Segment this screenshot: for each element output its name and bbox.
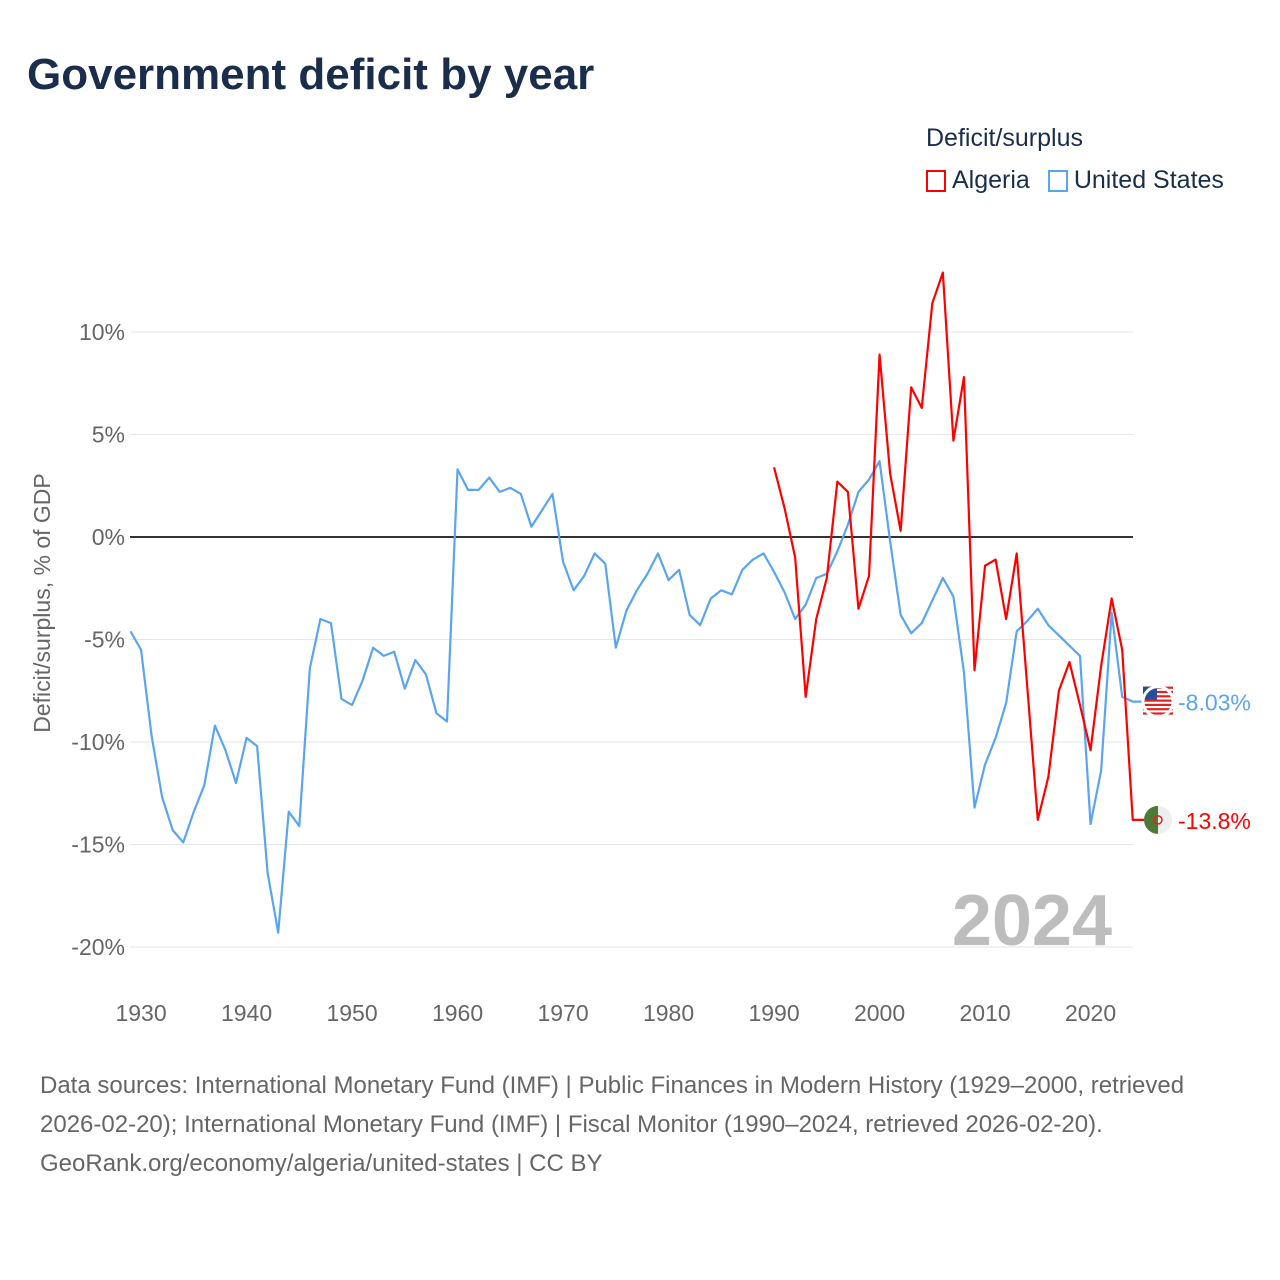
us-flag-icon	[1141, 685, 1175, 719]
page-title: Government deficit by year	[27, 50, 595, 99]
series-line-algeria	[772, 271, 1145, 822]
x-tick-label: 1980	[643, 1000, 694, 1026]
legend: Algeria United States	[926, 166, 1224, 195]
y-tick-label: -10%	[71, 729, 125, 755]
x-tick-label: 1940	[221, 1000, 272, 1026]
flag-stripe	[1143, 708, 1173, 711]
legend-label: United States	[1073, 166, 1224, 194]
x-tick-label: 1970	[537, 1000, 588, 1026]
y-tick-label: 5%	[92, 422, 125, 448]
data-sources: Data sources: International Monetary Fun…	[40, 1072, 1185, 1138]
y-tick-label: 0%	[92, 524, 125, 550]
legend-item-united-states[interactable]: United States	[1047, 166, 1224, 195]
legend-label: Algeria	[952, 166, 1030, 194]
series-line-united-states	[129, 460, 1145, 934]
legend-title: Deficit/surplus	[926, 124, 1083, 152]
end-value-label: -13.8%	[1178, 808, 1251, 834]
y-tick-label: 10%	[79, 319, 125, 345]
x-tick-label: 2010	[959, 1000, 1010, 1026]
x-tick-label: 2000	[854, 1000, 905, 1026]
flag-stripe	[1143, 712, 1173, 715]
legend-swatch	[926, 169, 946, 192]
y-tick-label: -15%	[71, 832, 125, 858]
x-tick-label: 1960	[432, 1000, 483, 1026]
x-tick-label: 1950	[326, 1000, 377, 1026]
flag-crescent	[1153, 815, 1163, 825]
y-tick-label: -20%	[71, 934, 125, 960]
legend-swatch	[1047, 169, 1068, 192]
year-watermark: 2024	[952, 881, 1112, 961]
footer: Data sources: International Monetary Fun…	[40, 1066, 1240, 1183]
flag-stripe	[1143, 695, 1173, 698]
x-tick-label: 1930	[115, 1000, 166, 1026]
flag-stripe	[1143, 690, 1173, 694]
x-tick-label: 2020	[1065, 1000, 1116, 1026]
credit-link[interactable]: GeoRank.org/economy/algeria/united-state…	[40, 1150, 603, 1177]
legend-item-algeria[interactable]: Algeria	[926, 166, 1030, 195]
end-value-label: -8.03%	[1178, 690, 1251, 716]
flag-stripe	[1143, 703, 1173, 707]
flag-stripe	[1143, 699, 1173, 702]
x-tick-label: 1990	[748, 1000, 799, 1026]
y-tick-label: -5%	[84, 627, 125, 653]
y-axis-label: Deficit/surplus, % of GDP	[29, 473, 55, 732]
flag-green	[1144, 805, 1158, 834]
